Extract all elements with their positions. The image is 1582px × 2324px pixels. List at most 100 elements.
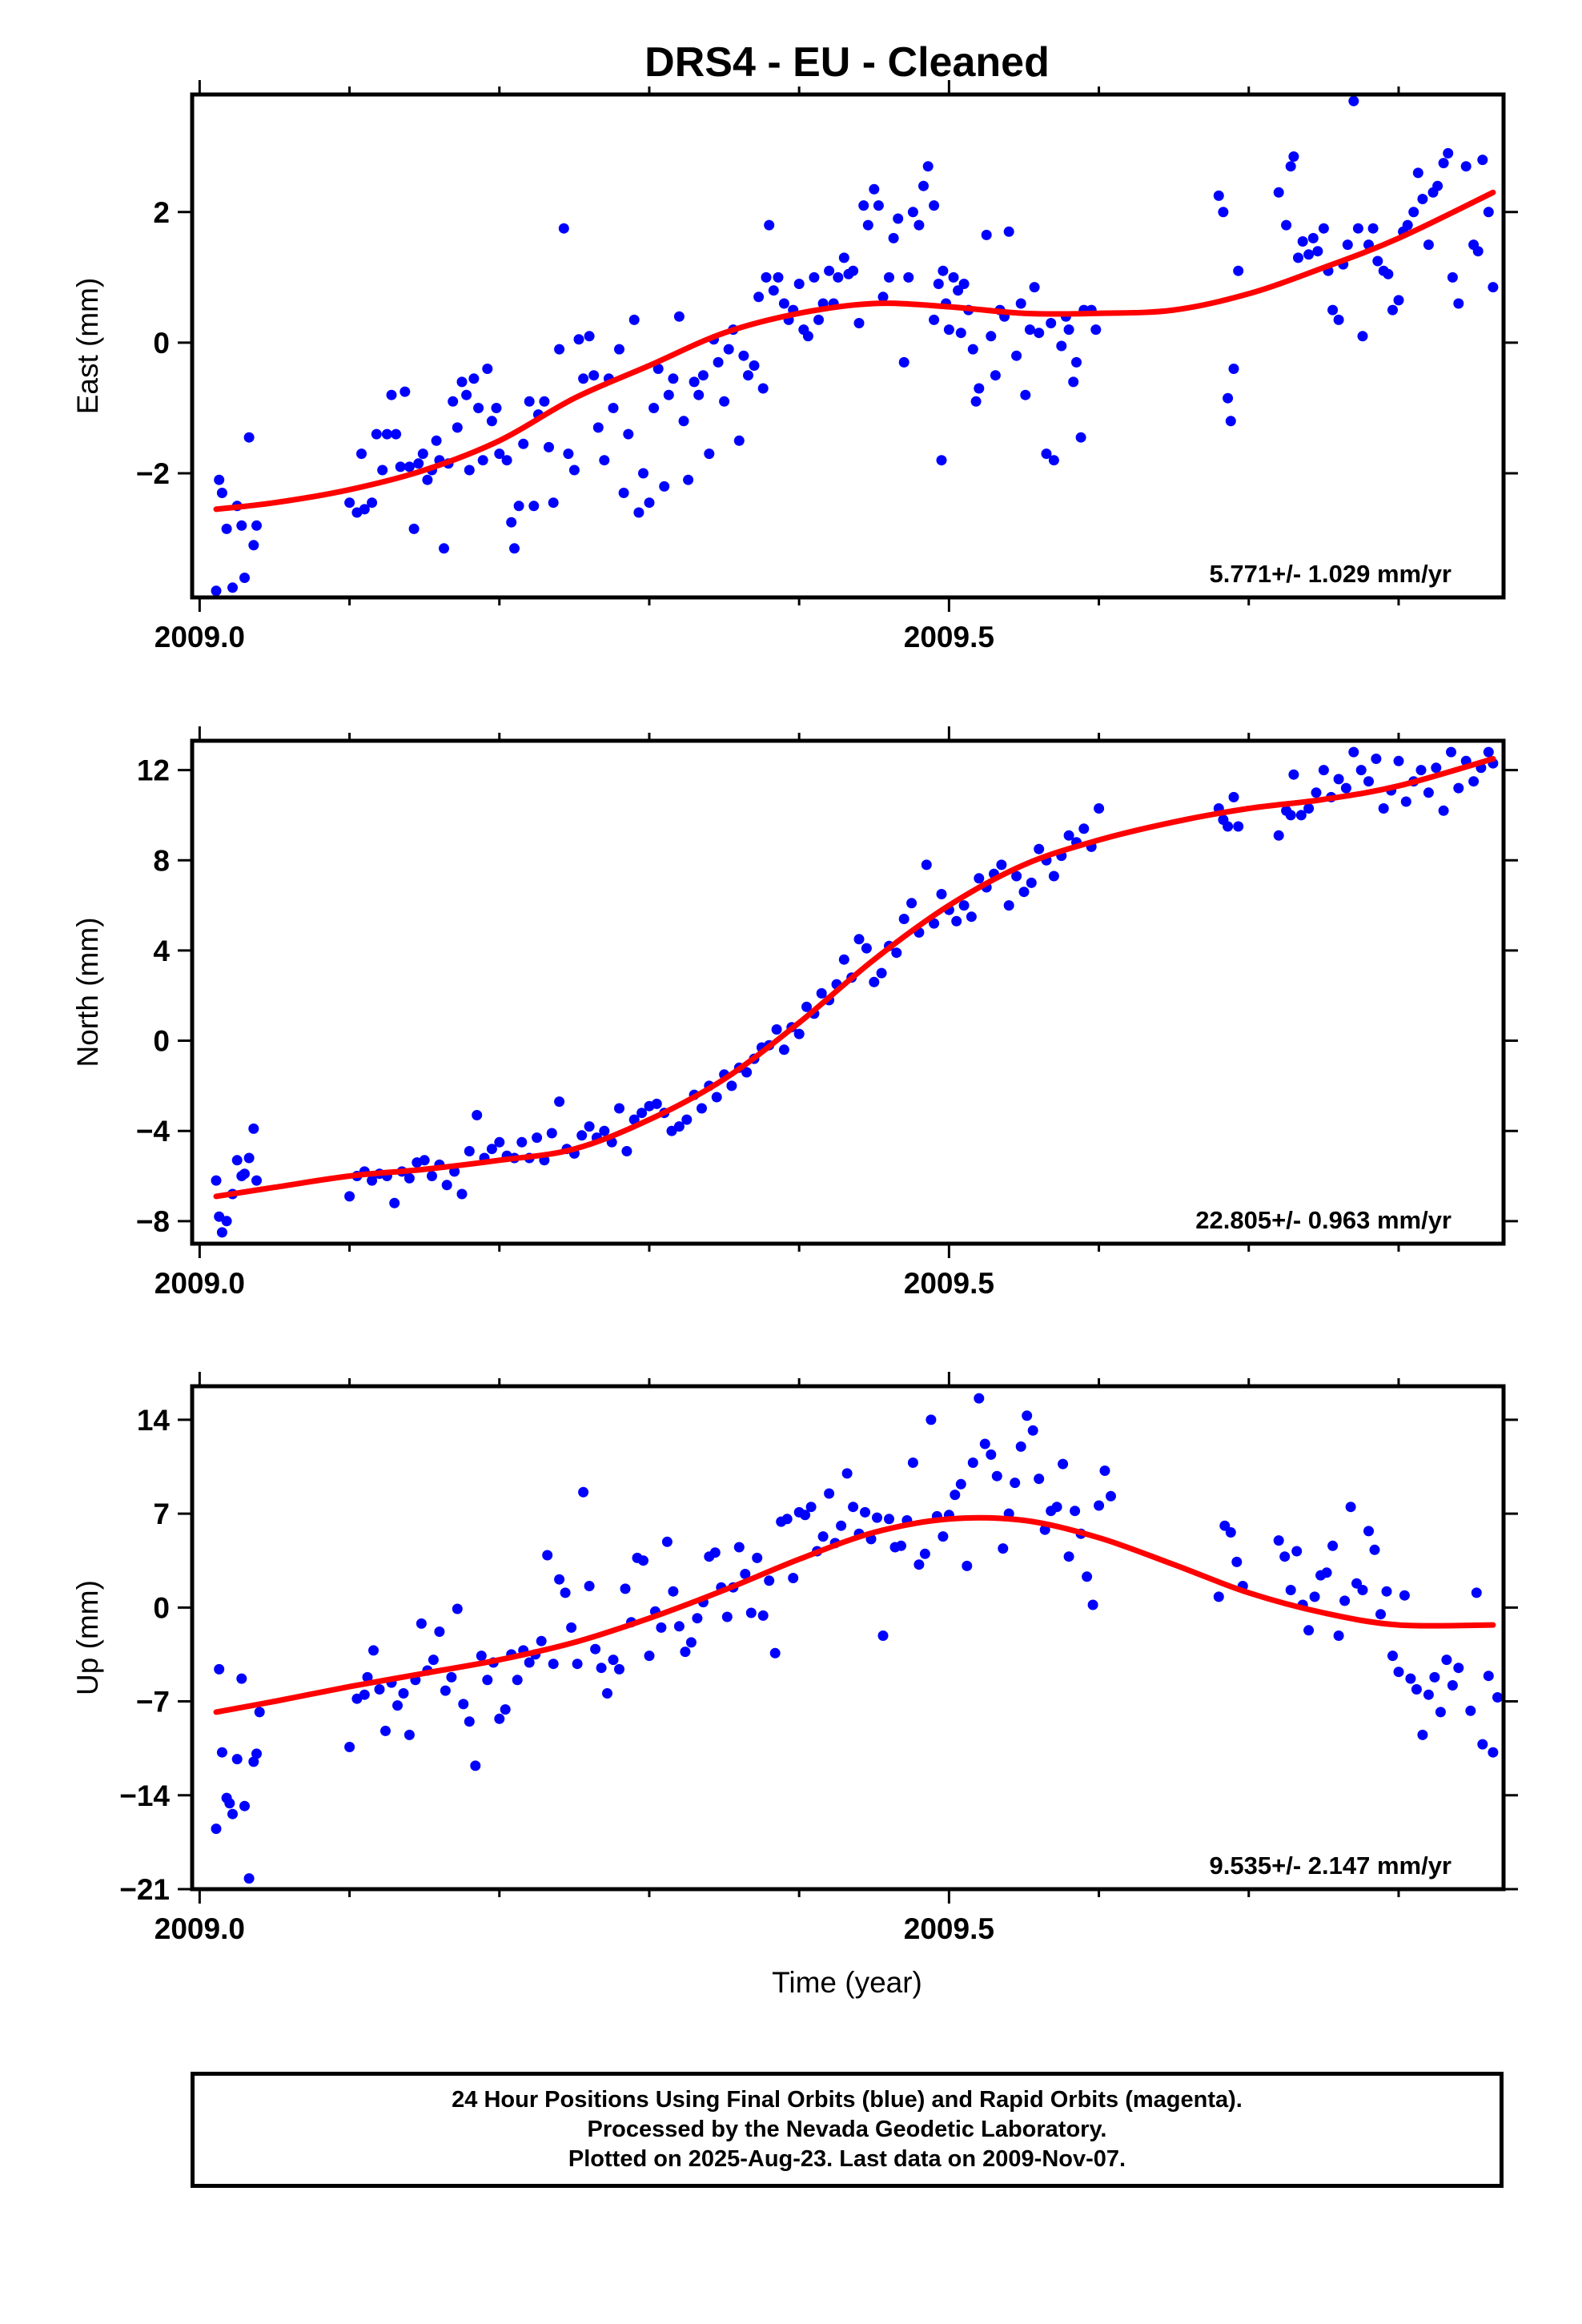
data-point (926, 1414, 937, 1425)
data-point (368, 1645, 379, 1656)
x-tick-label: 2009.5 (904, 1912, 994, 1945)
data-point (1355, 765, 1367, 776)
data-point (1363, 1526, 1374, 1537)
data-point (745, 1607, 757, 1618)
data-point (596, 1663, 607, 1674)
data-point (1285, 1585, 1296, 1595)
y-tick-label: −14 (119, 1779, 170, 1812)
data-point (938, 265, 949, 276)
data-point (816, 987, 827, 999)
caption-line-1: 24 Hour Positions Using Final Orbits (bl… (452, 2087, 1243, 2113)
data-point (428, 1655, 439, 1666)
data-point (761, 271, 772, 283)
data-point (638, 1555, 648, 1566)
data-point (1011, 870, 1022, 882)
data-point (1333, 1630, 1344, 1641)
y-tick-label: −8 (136, 1205, 170, 1238)
data-point (1453, 782, 1464, 794)
data-point (1309, 1591, 1320, 1602)
data-point (1303, 249, 1315, 260)
data-point (1411, 1684, 1422, 1695)
data-point (1082, 1571, 1093, 1582)
data-point (1352, 223, 1363, 234)
data-point (738, 350, 749, 361)
data-point (548, 497, 559, 509)
data-point (602, 1688, 612, 1699)
data-point (395, 461, 406, 472)
data-point (1393, 295, 1404, 306)
data-point (1339, 1595, 1351, 1606)
data-point (974, 383, 985, 394)
caption-line-2: Processed by the Nevada Geodetic Laborat… (587, 2117, 1107, 2142)
data-point (689, 376, 700, 388)
data-point (400, 386, 411, 397)
data-point (1020, 389, 1031, 400)
data-point (1477, 1739, 1488, 1750)
data-point (618, 488, 629, 498)
data-point (472, 1110, 483, 1120)
chart-title: DRS4 - EU - Cleaned (644, 39, 1050, 86)
data-point (491, 403, 502, 413)
data-point (802, 331, 813, 342)
data-point (1048, 455, 1059, 466)
data-point (1015, 1441, 1026, 1452)
data-point (633, 507, 644, 518)
data-point (473, 403, 484, 413)
data-point (673, 311, 685, 322)
data-point (1048, 870, 1059, 882)
data-point (974, 1393, 985, 1404)
data-point (809, 271, 820, 283)
data-point (211, 585, 222, 597)
data-point (781, 1514, 793, 1525)
data-point (929, 918, 940, 929)
y-tick-label: 2 (153, 196, 170, 229)
data-point (769, 1647, 781, 1659)
data-point (936, 889, 947, 899)
data-point (1372, 255, 1383, 267)
data-point (836, 1520, 847, 1531)
data-point (1453, 298, 1464, 309)
data-point (678, 416, 689, 427)
data-point (214, 474, 225, 485)
data-point (888, 232, 899, 243)
y-tick-label: −7 (136, 1686, 170, 1719)
data-point (967, 1458, 978, 1468)
data-point (951, 915, 962, 927)
east-y-axis-label: East (mm) (71, 278, 104, 415)
data-point (486, 416, 497, 427)
data-point (1387, 1651, 1398, 1662)
data-point (813, 314, 824, 325)
data-point (719, 396, 730, 407)
data-point (536, 1635, 547, 1647)
data-point (805, 1502, 817, 1513)
data-point (1068, 376, 1079, 388)
east-points (211, 95, 1499, 597)
data-point (356, 448, 367, 460)
data-point (697, 370, 709, 381)
data-point (896, 1540, 906, 1551)
data-point (841, 1468, 853, 1479)
data-point (251, 1175, 262, 1186)
data-point (1438, 158, 1449, 169)
data-point (1228, 364, 1239, 374)
north-points (211, 746, 1499, 1238)
data-point (404, 1172, 415, 1184)
data-point (441, 1180, 452, 1191)
data-point (652, 364, 664, 374)
data-point (656, 1622, 667, 1633)
data-point (991, 1470, 1002, 1482)
data-point (663, 389, 674, 400)
data-point (1378, 803, 1389, 814)
data-point (608, 403, 619, 413)
data-point (1345, 1502, 1356, 1513)
data-point (1472, 246, 1484, 257)
data-point (1447, 1680, 1458, 1691)
y-tick-label: −2 (136, 457, 170, 490)
data-point (513, 501, 524, 512)
data-point (251, 520, 262, 531)
data-point (996, 859, 1007, 870)
data-point (848, 1502, 859, 1513)
data-point (1387, 304, 1398, 316)
data-point (862, 219, 873, 231)
data-point (576, 1130, 588, 1141)
